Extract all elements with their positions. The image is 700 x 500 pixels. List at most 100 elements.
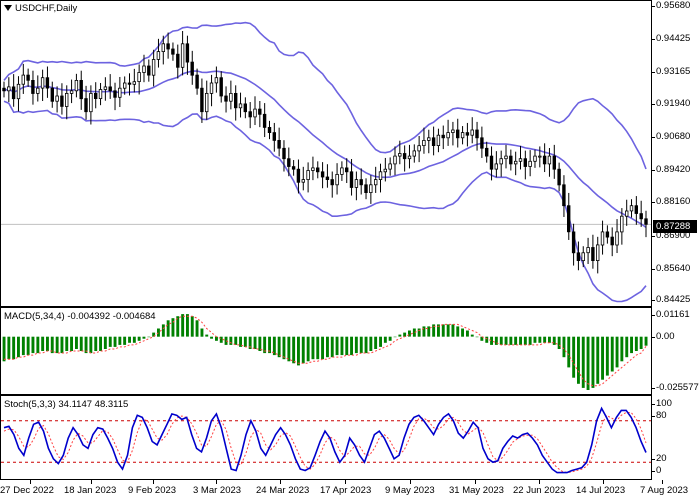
candle-bull [451,129,455,133]
macd-bar [316,336,320,360]
stoch-axis: 100 80 20 0 [651,395,700,480]
candle-bear [557,168,561,186]
candle-bull [446,132,450,139]
macd-bar [577,336,580,384]
price-tick: 0.89420 [651,164,691,175]
candle-bear [349,171,354,188]
candle-bear [50,87,54,102]
macd-bar [79,336,83,351]
price-tick: 0.86900 [651,230,691,241]
candle-bear [359,179,363,186]
macd-bar [306,336,310,362]
candle-bull [499,158,503,165]
macd-bar [26,336,30,356]
macd-bar [215,336,218,341]
candle-bear [480,137,484,149]
macd-bar [625,336,629,358]
stoch-label: Stoch(5,3,3) 34.1147 48.3115 [4,399,129,410]
price-axis: 0.95680 0.94425 0.93165 0.91940 0.90680 … [651,0,700,307]
macd-bar [239,336,242,347]
macd-bar [383,336,387,343]
macd-bar [634,336,638,351]
macd-bar [557,336,561,349]
x-label: 27 Dec 2022 [0,485,54,496]
candle-bear [219,77,223,97]
macd-bar [567,336,571,368]
candle-bull [209,82,214,94]
macd-bar [75,336,78,349]
candle-bull [596,244,600,261]
macd-bar [17,336,20,358]
candle-bear [364,184,368,194]
candle-bull [118,87,122,98]
candle-bull [494,163,498,170]
macd-bar [277,336,281,358]
macd-label: MACD(5,34,4) -0.004392 -0.004684 [4,311,156,322]
macd-bar [403,332,407,337]
candle-bear [605,231,610,238]
candle-bull [538,155,542,158]
price-tick: 0.84425 [651,294,691,305]
candle-bear [325,176,330,180]
candle-bear [258,108,262,115]
candle-bull [369,184,373,194]
candle-bear [272,132,276,141]
candle-bull [204,93,209,113]
x-label: 17 Apr 2023 [320,485,372,496]
macd-bar [36,336,40,354]
macd-bar [224,336,228,345]
macd-bar [84,336,88,354]
stochastic-pane[interactable] [0,395,652,480]
candle-bull [615,231,619,246]
macd-bar [470,334,474,337]
candle-bear [248,111,252,118]
macd-bar [538,336,542,343]
price-tick: 0.91940 [651,98,691,109]
candle-bull [340,167,344,175]
macd-bar [504,336,508,345]
candle-bull [161,43,165,52]
macd-bar [65,336,69,351]
macd-bar [200,328,204,337]
macd-bar [31,336,35,354]
candle-bear [344,167,349,173]
candle-bull [504,155,508,160]
macd-bar [630,336,633,354]
candle-bear [262,113,267,128]
macd-bar [195,320,199,337]
candle-bear [552,155,556,170]
candle-bear [571,231,576,254]
candle-bear [576,252,581,262]
macd-bar [301,336,305,364]
price-tick: 0.88160 [651,196,691,207]
candle-bear [147,65,151,76]
macd-bar [610,336,614,372]
macd-bar [543,336,547,343]
bollinger-upper-band [3,21,647,170]
candle-bull [586,247,590,254]
macd-bar [94,336,98,351]
macd-bar [60,336,64,354]
macd-bar [639,336,643,349]
price-tick: 0.93165 [651,66,691,77]
macd-bar [364,336,368,354]
macd-bar [475,336,479,338]
candle-bull [137,72,141,83]
x-label: 9 May 2023 [385,485,435,496]
x-label: 14 Jul 2023 [576,485,626,496]
macd-bar [326,336,329,358]
macd-bar [451,324,455,337]
macd-bar [132,336,136,343]
candle-bear [282,147,286,160]
price-chart-pane[interactable] [0,0,652,307]
candle-bear [542,155,547,165]
macd-bar [253,336,257,349]
candle-bear [60,95,64,107]
macd-bar [7,336,11,360]
candle-bear [441,134,445,139]
macd-bar [292,336,296,364]
macd-bar [335,336,339,356]
macd-bar [176,316,180,337]
candle-bull [103,86,108,90]
